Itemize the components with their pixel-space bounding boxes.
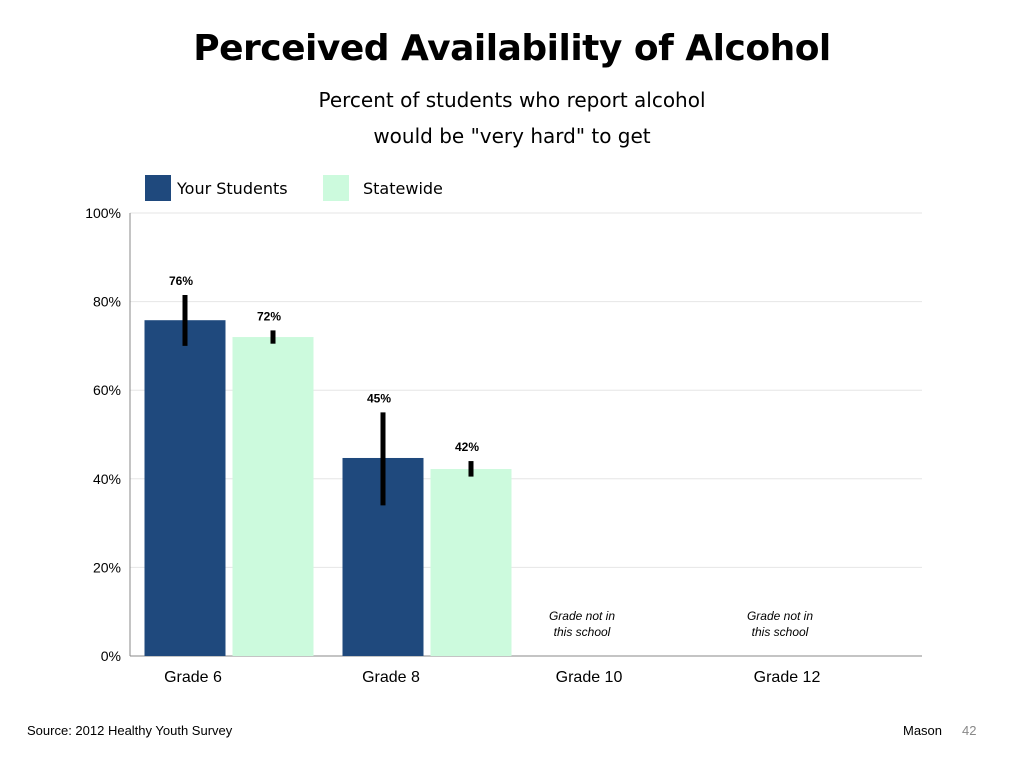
- y-tick-label: 100%: [85, 205, 121, 221]
- legend-label-statewide: Statewide: [363, 178, 443, 198]
- legend-label-your-students: Your Students: [177, 178, 288, 198]
- data-label: 42%: [455, 440, 479, 454]
- category-note-line1: Grade not in: [747, 609, 813, 623]
- data-label: 76%: [169, 274, 193, 288]
- legend-swatch-your-students: [145, 175, 171, 201]
- bar: [232, 337, 314, 656]
- y-tick-label: 40%: [93, 471, 121, 487]
- footer-name: Mason: [903, 723, 943, 738]
- data-label: 72%: [257, 309, 281, 323]
- legend-swatch-statewide: [323, 175, 349, 201]
- x-tick-label: Grade 10: [556, 669, 623, 686]
- y-tick-label: 80%: [93, 294, 121, 310]
- category-note-line1: Grade not in: [549, 609, 615, 623]
- legend-item-your-students: Your Students: [145, 174, 288, 202]
- y-tick-label: 60%: [93, 382, 121, 398]
- slide-title: Perceived Availability of Alcohol: [193, 28, 831, 69]
- data-label: 45%: [367, 391, 391, 405]
- y-tick-label: 20%: [93, 559, 121, 575]
- x-tick-label: Grade 6: [164, 669, 222, 686]
- footer-source: Source: 2012 Healthy Youth Survey: [27, 723, 233, 738]
- category-note-line2: this school: [752, 625, 809, 639]
- legend-item-statewide: Statewide: [323, 174, 443, 202]
- slide-subtitle-line1: Percent of students who report alcohol: [318, 88, 706, 112]
- y-tick-label: 0%: [101, 648, 121, 664]
- page-number: 42: [962, 723, 977, 738]
- category-note-line2: this school: [554, 625, 611, 639]
- x-tick-label: Grade 12: [754, 669, 821, 686]
- bar: [430, 469, 512, 656]
- x-tick-label: Grade 8: [362, 669, 420, 686]
- slide-subtitle-line2: would be "very hard" to get: [373, 124, 651, 148]
- bar: [144, 320, 226, 656]
